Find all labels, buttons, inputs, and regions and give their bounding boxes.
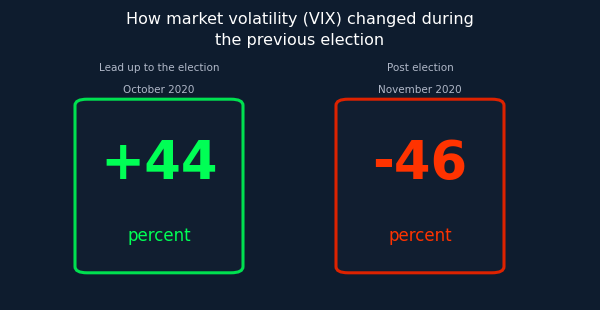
Text: -46: -46 <box>373 138 467 190</box>
Text: percent: percent <box>388 227 452 245</box>
Text: Lead up to the election: Lead up to the election <box>99 63 219 73</box>
Text: October 2020: October 2020 <box>124 85 194 95</box>
Text: percent: percent <box>127 227 191 245</box>
FancyBboxPatch shape <box>336 99 504 273</box>
Text: +44: +44 <box>100 138 218 190</box>
Text: Post election: Post election <box>386 63 454 73</box>
Text: November 2020: November 2020 <box>378 85 462 95</box>
FancyBboxPatch shape <box>75 99 243 273</box>
Text: How market volatility (VIX) changed during
the previous election: How market volatility (VIX) changed duri… <box>126 12 474 48</box>
